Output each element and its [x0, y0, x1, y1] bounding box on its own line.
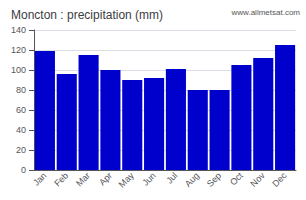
- svg-text:Jan: Jan: [31, 170, 48, 187]
- svg-text:40: 40: [16, 125, 26, 135]
- svg-text:Mar: Mar: [74, 170, 92, 188]
- svg-text:May: May: [117, 170, 136, 189]
- svg-text:0: 0: [21, 165, 26, 175]
- svg-text:60: 60: [16, 105, 26, 115]
- svg-text:Aug: Aug: [183, 170, 201, 188]
- svg-text:120: 120: [11, 45, 26, 55]
- svg-text:Oct: Oct: [228, 170, 245, 187]
- svg-text:Jun: Jun: [140, 170, 157, 187]
- svg-text:Dec: Dec: [270, 170, 289, 189]
- svg-text:140: 140: [11, 25, 26, 35]
- svg-text:Apr: Apr: [97, 170, 114, 187]
- svg-text:Feb: Feb: [52, 170, 70, 188]
- svg-text:Jul: Jul: [164, 170, 179, 185]
- svg-text:Moncton : precipitation (mm): Moncton : precipitation (mm): [11, 8, 163, 22]
- svg-text:Nov: Nov: [248, 170, 267, 189]
- svg-text:100: 100: [11, 65, 26, 75]
- svg-text:20: 20: [16, 145, 26, 155]
- svg-text:80: 80: [16, 85, 26, 95]
- svg-text:www.allmetsat.com: www.allmetsat.com: [231, 8, 301, 17]
- svg-text:Sep: Sep: [205, 170, 223, 188]
